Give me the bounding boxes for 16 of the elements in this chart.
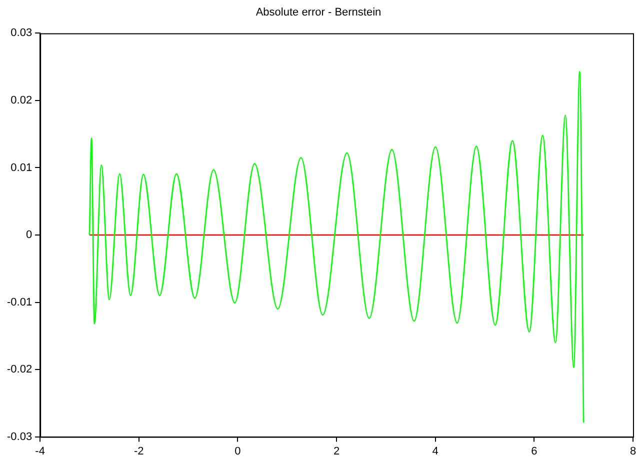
x-tick-label: 4 [432,445,438,458]
y-tick-label: 0 [26,229,32,242]
x-tick-label: 2 [333,445,340,458]
y-tick-label: -0.02 [6,364,32,376]
line-series [88,70,584,424]
x-tick-label: 0 [234,445,241,458]
x-tick-label: -2 [134,445,144,458]
y-tick-label: -0.01 [6,296,32,308]
y-tick-label: 0.03 [10,27,32,40]
x-tick-label: -4 [35,445,45,458]
chart-title: Absolute error - Bernstein [256,6,382,19]
y-tick-label: -0.03 [6,430,32,443]
y-tick-label: 0.02 [10,94,32,106]
x-tick-label: 8 [630,445,636,458]
x-tick-label: 6 [531,445,538,458]
y-tick-label: 0.01 [10,162,32,174]
